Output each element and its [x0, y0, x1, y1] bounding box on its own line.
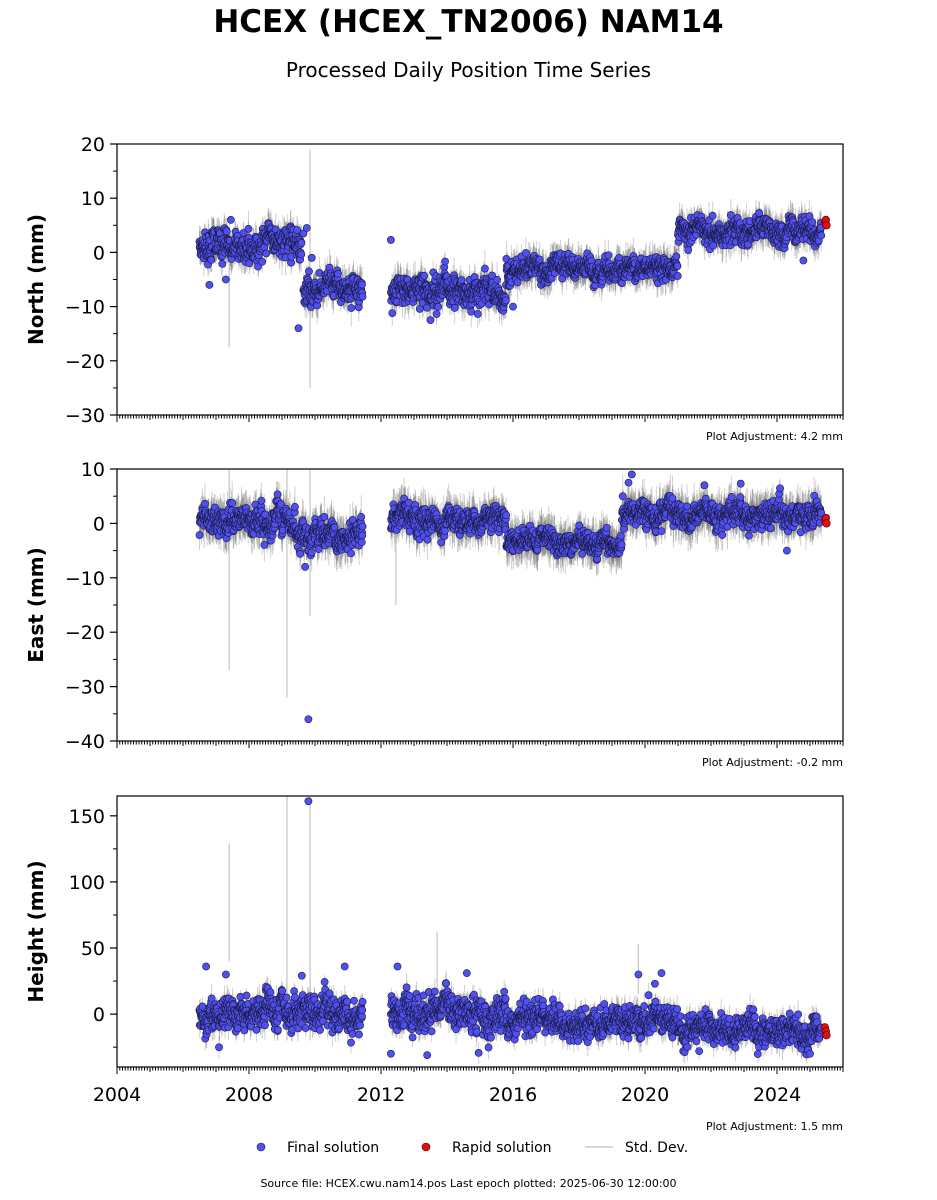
final-point — [535, 255, 544, 264]
final-point — [432, 310, 441, 318]
panel-north: 20 10 0 −10 −20 −30 North (mm) Plot Adjustment:… — [24, 134, 844, 443]
y-tick-label: 20 — [81, 134, 105, 156]
final-point — [808, 218, 817, 226]
final-point — [244, 224, 253, 233]
final-point — [473, 310, 482, 318]
y-tick-label: −10 — [65, 297, 105, 319]
final-point — [388, 309, 397, 317]
final-point — [450, 304, 459, 312]
final-point — [673, 262, 682, 270]
final-point — [307, 253, 316, 262]
final-point — [441, 257, 449, 266]
final-point — [207, 255, 216, 264]
final-point — [604, 251, 613, 260]
y-axis-label: North (mm) — [24, 214, 48, 345]
final-point — [493, 275, 501, 284]
final-point — [817, 231, 826, 240]
final-point — [302, 224, 311, 232]
final-point — [423, 303, 431, 312]
final-point — [297, 239, 306, 247]
final-point — [347, 304, 356, 312]
final-point — [386, 236, 395, 244]
y-tick-label: 10 — [81, 188, 105, 210]
time-series-chart: 20 10 0 −10 −20 −30 North (mm) Plot Adjustment:… — [24, 134, 844, 1156]
final-point — [358, 280, 366, 289]
final-point — [239, 229, 248, 237]
final-point — [481, 264, 489, 273]
final-point — [294, 324, 303, 333]
final-point — [522, 249, 530, 257]
final-point — [334, 269, 342, 278]
final-point — [457, 276, 466, 285]
final-point — [258, 257, 267, 266]
final-point — [262, 249, 271, 258]
final-point — [513, 278, 522, 287]
final-point — [799, 256, 808, 265]
plot-adjustment-label: Plot Adjustment: 4.2 mm — [706, 430, 843, 443]
final-point — [684, 246, 693, 255]
final-point — [672, 252, 681, 261]
final-points-north — [195, 209, 831, 333]
final-point — [245, 259, 254, 268]
final-point — [222, 227, 231, 236]
rapid-point — [822, 221, 831, 230]
final-point — [218, 259, 227, 268]
final-point — [708, 211, 717, 220]
final-point — [226, 215, 235, 224]
final-point — [709, 241, 718, 250]
final-point — [755, 209, 764, 217]
final-point — [297, 250, 306, 259]
final-point — [358, 292, 367, 301]
final-point — [293, 226, 302, 234]
final-point — [305, 267, 313, 276]
final-point — [673, 272, 682, 280]
y-tick-label: −20 — [65, 351, 105, 373]
page-title: HCEX (HCEX_TN2006) NAM14 — [213, 4, 724, 40]
final-point — [509, 302, 517, 311]
y-tick-label: 0 — [93, 242, 105, 264]
page-subtitle: Processed Daily Position Time Series — [285, 58, 652, 82]
final-point — [426, 316, 435, 325]
final-point — [501, 296, 510, 305]
final-point — [726, 211, 735, 219]
final-point — [434, 302, 443, 311]
y-tick-label: −30 — [65, 405, 105, 427]
final-point — [467, 307, 476, 316]
final-point — [205, 281, 214, 289]
final-point — [420, 271, 429, 280]
final-point — [221, 275, 230, 284]
